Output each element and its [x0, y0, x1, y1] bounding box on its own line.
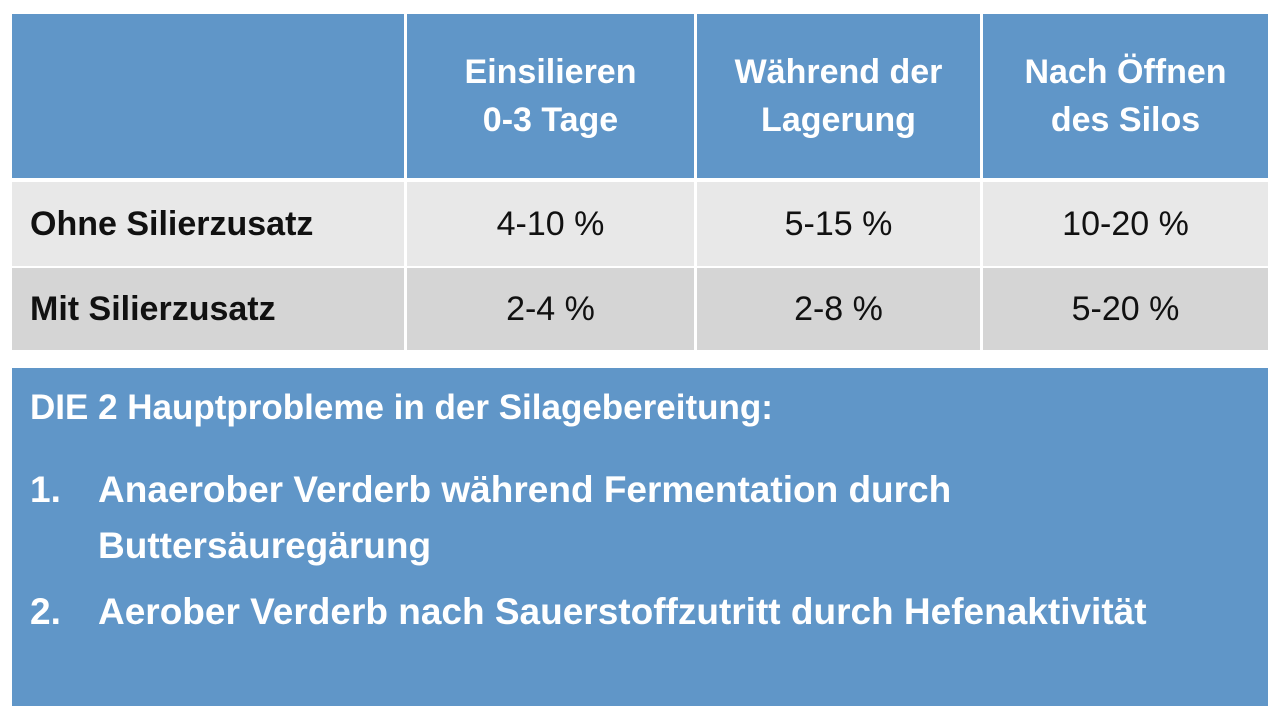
table-cell: 10-20 % — [983, 182, 1268, 266]
list-item: 2. Aerober Verderb nach Sauerstoffzutrit… — [30, 584, 1230, 640]
problem-box: DIE 2 Hauptprobleme in der Silagebereitu… — [12, 368, 1268, 706]
box-title: DIE 2 Hauptprobleme in der Silagebereitu… — [30, 388, 773, 427]
row-label: Ohne Silierzusatz — [12, 182, 404, 266]
header-line: Nach Öffnen — [1024, 53, 1227, 91]
header-line: Während der — [734, 53, 943, 91]
header-line: Einsilieren — [464, 53, 637, 91]
header-cell: Nach Öffnen des Silos — [983, 14, 1268, 178]
item-number: 2. — [30, 591, 61, 632]
item-text: Anaerober Verderb während Fermentation d… — [98, 469, 952, 566]
header-line: des Silos — [1050, 101, 1201, 139]
table-cell: 4-10 % — [407, 182, 694, 266]
row-label: Mit Silierzusatz — [12, 268, 404, 350]
table-cell: 2-8 % — [697, 268, 980, 350]
header-line: Lagerung — [761, 101, 916, 139]
list-item: 1. Anaerober Verderb während Fermentatio… — [30, 462, 1230, 574]
table-cell: 5-20 % — [983, 268, 1268, 350]
item-number: 1. — [30, 469, 61, 510]
header-cell: Einsilieren 0-3 Tage — [407, 14, 694, 178]
header-line: 0-3 Tage — [482, 101, 619, 139]
table-cell: 2-4 % — [407, 268, 694, 350]
header-cell — [12, 14, 404, 178]
item-text: Aerober Verderb nach Sauerstoffzutritt d… — [98, 591, 1147, 632]
header-cell: Während der Lagerung — [697, 14, 980, 178]
table-cell: 5-15 % — [697, 182, 980, 266]
